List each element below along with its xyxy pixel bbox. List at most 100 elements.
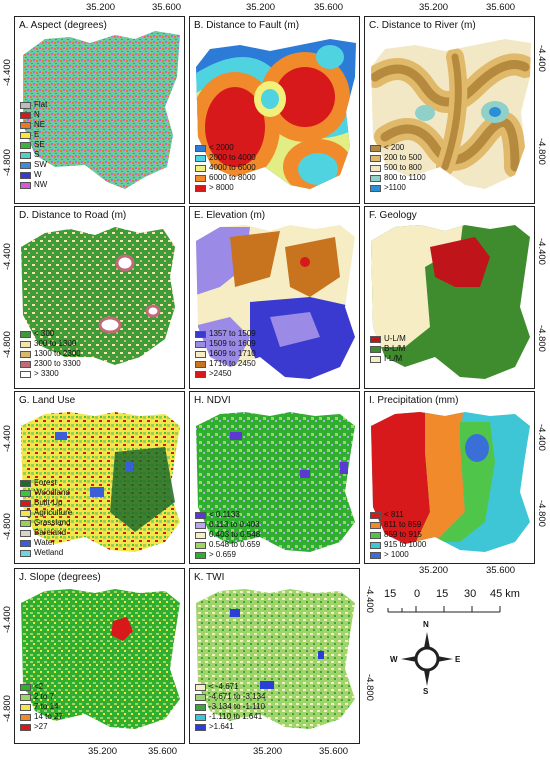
coord-top-2: 35.600 [152, 2, 182, 13]
panel-distance-fault: B. Distance to Fault (m) < 2000 2000 to … [189, 16, 360, 204]
panel-title: J. Slope (degrees) [19, 572, 101, 583]
coord-right-5: -4.400 [364, 586, 375, 613]
legend-item: < -4.671 [195, 682, 265, 692]
legend: < 811 811 to 859 859 to 915 915 to 1000 … [370, 510, 426, 560]
coord-bottom-3: 35.200 [253, 746, 283, 757]
legend-item: Built-Up [20, 498, 72, 508]
geology-map [371, 225, 530, 379]
scale-bar: 15 0 15 30 45 km [378, 588, 538, 628]
legend-item: NW [20, 180, 47, 190]
legend-item: S [20, 150, 47, 160]
panel-ndvi: H. NDVI < 0.1133 0.113 to 0.403 0.403 to… [189, 391, 360, 564]
legend: <2 2 to 7 7 to 14 14 to 27 >27 [20, 682, 63, 732]
legend-item: Bareland [20, 528, 72, 538]
coord-left-7: -4.400 [2, 606, 13, 633]
legend-item: N [20, 110, 47, 120]
coord-left-6: -4.800 [2, 513, 13, 540]
legend-item: 0.113 to 0.403 [195, 520, 260, 530]
coord-right-6: -4.800 [364, 674, 375, 701]
scale-label: 45 km [490, 588, 520, 600]
west-label: W [390, 655, 398, 664]
coord-top-4: 35.600 [314, 2, 344, 13]
legend-item: 14 to 27 [20, 712, 63, 722]
east-label: E [455, 655, 461, 664]
legend-item: Water [20, 538, 72, 548]
compass-rose-icon [401, 632, 453, 686]
scale-label: 0 [414, 588, 421, 600]
precipitation-map [371, 412, 530, 552]
coord-left-2: -4.800 [2, 149, 13, 176]
aspect-map [23, 31, 180, 189]
legend-item: Agriculture [20, 508, 72, 518]
coord-bottom-6: 35.600 [486, 565, 516, 576]
road-map [21, 227, 175, 365]
panel-twi: K. TWI < -4.671 -4.671 to -3.134 -3.134 … [189, 568, 360, 744]
fault-map [196, 39, 356, 189]
legend-item: 2300 to 3300 [20, 359, 81, 369]
legend-item: > 3300 [20, 369, 81, 379]
legend: Flat N NE E SE S SW W NW [20, 100, 47, 190]
coord-left-1: -4.400 [2, 59, 13, 86]
panel-precipitation: I. Precipitation (mm) < 811 811 to 859 8… [364, 391, 535, 564]
legend-item: -1.110 to 1.641 [195, 712, 265, 722]
legend-item: Grassland [20, 518, 72, 528]
legend-item: B-L/M [370, 344, 406, 354]
legend: < 2000 2000 to 4000 4000 to 6000 6000 to… [195, 143, 256, 193]
panel-distance-river: C. Distance to River (m) < 200 200 to 50… [364, 16, 535, 204]
panel-title: D. Distance to Road (m) [19, 210, 127, 221]
panel-title: H. NDVI [194, 395, 231, 406]
legend-item: 7 to 14 [20, 702, 63, 712]
legend-item: 4000 to 6000 [195, 163, 256, 173]
north-arrow: N S W E [390, 620, 461, 696]
legend-item: U-L/M [370, 334, 406, 344]
legend-item: 1710 to 2450 [195, 359, 256, 369]
panel-title: C. Distance to River (m) [369, 20, 476, 31]
legend-item: 811 to 859 [370, 520, 426, 530]
legend: < -4.671 -4.671 to -3.134 -3.134 to -1.1… [195, 682, 265, 732]
coord-bottom-2: 35.600 [148, 746, 178, 757]
legend-item: < 300 [20, 329, 81, 339]
panel-geology: F. Geology U-L/M B-L/M I-L/M [364, 206, 535, 389]
coord-right-3: -4.400 [536, 424, 547, 451]
scale-bar-graphic [387, 606, 501, 613]
panel-title: K. TWI [194, 572, 225, 583]
legend-item: 0.548 to 0.659 [195, 540, 260, 550]
legend-item: 1300 to 2300 [20, 349, 81, 359]
scale-label: 15 [384, 588, 397, 600]
coord-right-1: -4.400 [536, 45, 547, 72]
coord-left-3: -4.400 [2, 243, 13, 270]
legend-item: 800 to 1100 [370, 173, 426, 183]
legend-item: W [20, 170, 47, 180]
ndvi-map [196, 412, 355, 552]
scale-label: 15 [436, 588, 449, 600]
legend: 1357 to 1509 1509 to 1609 1609 to 1710 1… [195, 329, 256, 379]
legend-item: 2000 to 4000 [195, 153, 256, 163]
coord-right-2: -4.800 [536, 138, 547, 165]
panel-slope: J. Slope (degrees) <2 2 to 7 7 to 14 14 … [14, 568, 185, 744]
legend-item: 200 to 500 [370, 153, 426, 163]
legend: U-L/M B-L/M I-L/M [370, 334, 406, 364]
legend-item: E [20, 130, 47, 140]
legend: < 300 300 to 1300 1300 to 2300 2300 to 3… [20, 329, 81, 379]
legend-item: 1357 to 1509 [195, 329, 256, 339]
legend: Forest Woodland Built-Up Agriculture Gra… [20, 478, 72, 558]
legend-item: 859 to 915 [370, 530, 426, 540]
legend-item: -4.671 to -3.134 [195, 692, 265, 702]
coord-right-4: -4.800 [536, 500, 547, 527]
panel-aspect: A. Aspect (degrees) Flat N NE E SE S SW … [14, 16, 185, 204]
panel-title: I. Precipitation (mm) [369, 395, 459, 406]
panel-title: E. Elevation (m) [194, 210, 266, 221]
panel-land-use: G. Land Use Forest Woodland Built-Up Agr… [14, 391, 185, 564]
legend-item: 1609 to 1710 [195, 349, 256, 359]
legend-item: >1100 [370, 183, 426, 193]
legend-item: I-L/M [370, 354, 406, 364]
legend-item: Wetland [20, 548, 72, 558]
scale-label: 30 [464, 588, 477, 600]
coord-right-8: -4.800 [536, 325, 547, 352]
legend: < 0.1133 0.113 to 0.403 0.403 to 0.548 0… [195, 510, 260, 560]
river-map [371, 39, 531, 189]
coord-left-5: -4.400 [2, 425, 13, 452]
legend-item: >27 [20, 722, 63, 732]
legend-item: 1509 to 1609 [195, 339, 256, 349]
legend-item: > 1000 [370, 550, 426, 560]
